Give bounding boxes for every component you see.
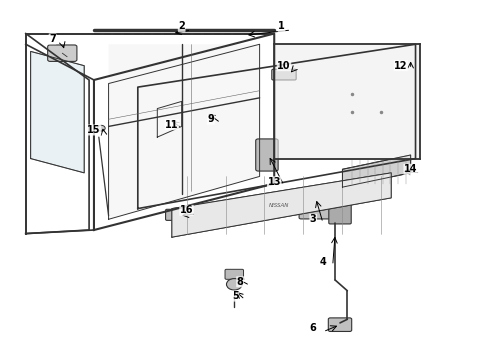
Text: 6: 6 [310,323,317,333]
Text: 1: 1 [278,21,285,31]
FancyBboxPatch shape [256,139,278,171]
FancyBboxPatch shape [299,198,332,219]
Text: 14: 14 [404,164,417,174]
FancyBboxPatch shape [225,269,244,279]
FancyBboxPatch shape [272,69,296,80]
Polygon shape [274,44,420,158]
Text: NISSAN: NISSAN [269,203,289,207]
Text: 9: 9 [208,114,214,124]
Polygon shape [172,173,391,237]
Polygon shape [30,51,84,173]
Text: 2: 2 [178,21,185,31]
FancyBboxPatch shape [166,209,188,220]
Text: 12: 12 [394,61,408,71]
Text: 4: 4 [319,257,326,267]
Text: 15: 15 [87,125,101,135]
Text: 16: 16 [180,205,193,215]
FancyBboxPatch shape [328,318,352,332]
Text: 10: 10 [277,61,291,71]
Polygon shape [109,44,260,219]
FancyBboxPatch shape [48,45,77,62]
Circle shape [226,279,242,290]
Text: 8: 8 [237,277,244,287]
Text: 11: 11 [165,120,179,130]
Text: 13: 13 [268,177,281,187]
Text: 7: 7 [49,34,56,44]
Polygon shape [343,155,411,187]
Text: 3: 3 [310,214,317,224]
Text: 5: 5 [232,291,239,301]
FancyBboxPatch shape [329,197,351,224]
Circle shape [98,125,105,131]
